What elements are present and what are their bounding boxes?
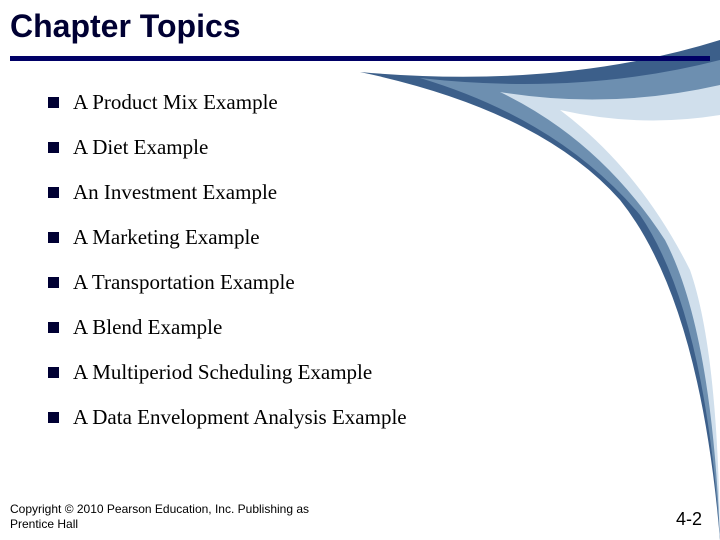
topic-item-label: A Multiperiod Scheduling Example (73, 360, 372, 385)
swoosh-mid (420, 60, 720, 540)
topic-item-label: A Transportation Example (73, 270, 295, 295)
square-bullet-icon (48, 97, 59, 108)
swoosh-outer (360, 0, 720, 540)
topic-item-label: A Product Mix Example (73, 90, 278, 115)
topic-item: A Blend Example (48, 315, 407, 340)
topic-item: A Multiperiod Scheduling Example (48, 360, 407, 385)
square-bullet-icon (48, 277, 59, 288)
topic-item: An Investment Example (48, 180, 407, 205)
square-bullet-icon (48, 322, 59, 333)
square-bullet-icon (48, 367, 59, 378)
topic-item-label: A Data Envelopment Analysis Example (73, 405, 407, 430)
slide-title: Chapter Topics (10, 8, 241, 45)
copyright-line1: Copyright © 2010 Pearson Education, Inc.… (10, 502, 309, 516)
topic-item: A Marketing Example (48, 225, 407, 250)
topic-item-label: A Marketing Example (73, 225, 260, 250)
title-underline (10, 56, 710, 61)
square-bullet-icon (48, 412, 59, 423)
topic-item: A Product Mix Example (48, 90, 407, 115)
swoosh-inner (500, 85, 720, 540)
topic-item-label: A Blend Example (73, 315, 222, 340)
topic-item-label: An Investment Example (73, 180, 277, 205)
topic-item-label: A Diet Example (73, 135, 208, 160)
copyright-text: Copyright © 2010 Pearson Education, Inc.… (10, 502, 309, 532)
square-bullet-icon (48, 232, 59, 243)
topic-item: A Data Envelopment Analysis Example (48, 405, 407, 430)
page-number: 4-2 (676, 509, 702, 530)
square-bullet-icon (48, 187, 59, 198)
copyright-line2: Prentice Hall (10, 517, 78, 531)
topic-item: A Diet Example (48, 135, 407, 160)
square-bullet-icon (48, 142, 59, 153)
topic-list: A Product Mix Example A Diet Example An In… (48, 90, 407, 450)
topic-item: A Transportation Example (48, 270, 407, 295)
swoosh-core (560, 110, 720, 540)
